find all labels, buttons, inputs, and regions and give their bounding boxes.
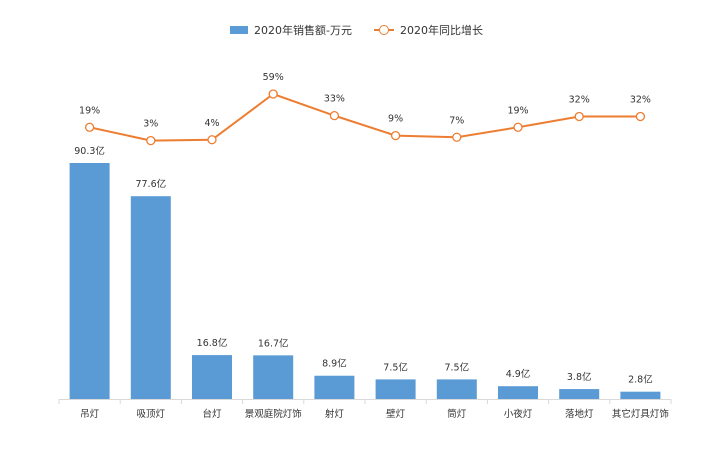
growth-data-labels: 19% 3% 4% 59% 33% 9% 7% 19% 32% 32% — [79, 72, 651, 130]
legend-item-growth[interactable]: 2020年同比增长 — [373, 22, 483, 38]
bar-value-label: 16.8亿 — [197, 337, 228, 349]
bar — [375, 379, 416, 399]
x-tick-label: 吸顶灯 — [137, 409, 166, 420]
bar-value-label: 90.3亿 — [74, 145, 105, 157]
bar-value-label: 77.6亿 — [135, 178, 166, 190]
x-tick-label: 射灯 — [325, 408, 345, 420]
bar-value-label: 2.8亿 — [628, 374, 653, 386]
bar — [253, 355, 294, 399]
growth-point — [268, 89, 278, 99]
legend-swatch-bar — [230, 26, 249, 34]
bar-series — [69, 163, 661, 399]
growth-value-label: 32% — [630, 94, 651, 105]
growth-point — [207, 135, 217, 145]
growth-point — [146, 135, 156, 146]
x-tick-label: 小夜灯 — [504, 408, 533, 420]
bar-value-label: 7.5亿 — [444, 361, 469, 373]
growth-value-label: 4% — [204, 118, 219, 129]
growth-value-label: 7% — [449, 115, 464, 126]
growth-point — [329, 110, 340, 121]
x-tick-label: 台灯 — [202, 408, 222, 420]
bar — [620, 391, 661, 399]
legend-label-sales: 2020年销售额-万元 — [254, 24, 352, 37]
growth-value-label: 19% — [79, 105, 100, 116]
bar — [130, 196, 171, 399]
growth-line — [89, 92, 641, 142]
bar — [314, 375, 355, 399]
bar-value-label: 7.5亿 — [383, 361, 408, 373]
growth-value-label: 32% — [569, 94, 590, 105]
growth-value-label: 33% — [324, 94, 345, 105]
growth-point — [84, 122, 95, 132]
x-tick-label: 落地灯 — [565, 408, 594, 420]
growth-point — [452, 132, 462, 142]
bar-data-labels: 90.3亿 77.6亿 16.8亿 16.7亿 8.9亿 7.5亿 7.5亿 4.9亿 3.8亿… — [74, 145, 652, 386]
chart-legend: 2020年销售额-万元 2020年同比增长 — [0, 22, 713, 38]
growth-point — [390, 130, 401, 141]
bar-value-label: 16.7亿 — [258, 337, 289, 349]
growth-value-label: 19% — [507, 105, 528, 116]
bar — [436, 379, 477, 399]
x-axis-labels: 吊灯 吸顶灯 台灯 景观庭院灯饰 射灯 壁灯 筒灯 小夜灯 落地灯 其它灯具灯饰 — [80, 408, 669, 420]
x-tick-label: 吊灯 — [80, 409, 100, 420]
bar — [192, 355, 232, 399]
x-axis-ticks — [58, 399, 672, 404]
legend-item-sales[interactable]: 2020年销售额-万元 — [230, 22, 352, 38]
x-tick-label: 其它灯具灯饰 — [612, 408, 669, 420]
x-tick-label: 筒灯 — [447, 408, 467, 420]
growth-point — [635, 111, 646, 122]
growth-value-label: 59% — [263, 72, 284, 83]
growth-point — [574, 111, 584, 122]
bar-value-label: 4.9亿 — [506, 368, 531, 380]
growth-point — [513, 122, 523, 132]
bar — [559, 389, 600, 399]
legend-swatch-line — [373, 25, 394, 35]
growth-points — [84, 89, 646, 146]
growth-value-label: 3% — [143, 119, 158, 130]
legend-label-growth: 2020年同比增长 — [399, 24, 483, 37]
bar — [498, 386, 538, 399]
bar — [69, 163, 110, 399]
x-tick-label: 壁灯 — [386, 408, 406, 420]
growth-value-label: 9% — [388, 114, 403, 125]
bar-value-label: 8.9亿 — [322, 358, 347, 370]
bar-value-label: 3.8亿 — [567, 371, 592, 383]
x-tick-label: 景观庭院灯饰 — [245, 408, 302, 420]
